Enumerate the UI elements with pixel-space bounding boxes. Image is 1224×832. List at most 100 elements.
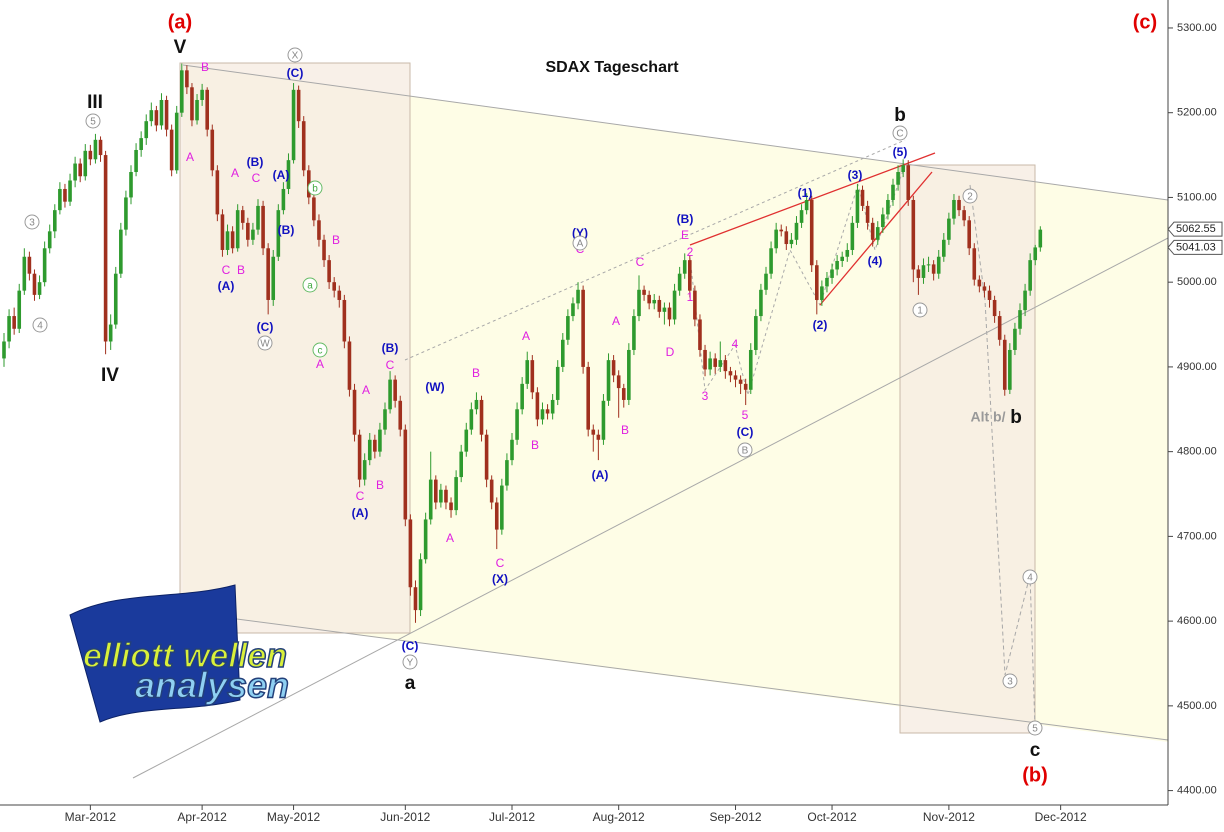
candle-body xyxy=(1028,260,1032,291)
wave-label: C xyxy=(356,489,365,503)
candle-body xyxy=(322,239,326,261)
wave-path xyxy=(689,164,906,397)
wave-label: C xyxy=(496,556,505,570)
candle-body xyxy=(611,360,616,376)
wave-circle xyxy=(1002,673,1018,689)
wave-label: E xyxy=(681,228,689,242)
candle-body xyxy=(220,214,225,250)
candle-body xyxy=(205,89,209,130)
x-tick-label: Sep-2012 xyxy=(709,810,761,824)
wave-label: Alt b/ xyxy=(971,409,1006,425)
y-tick-label: 5100.00 xyxy=(1177,191,1217,203)
wave-label: B xyxy=(376,478,384,492)
candle-body xyxy=(820,286,824,300)
candle-body xyxy=(606,360,611,401)
candle-body xyxy=(17,290,22,329)
candle-body xyxy=(210,129,215,171)
candle-body xyxy=(235,210,240,249)
candle-body xyxy=(515,409,519,440)
candle-body xyxy=(7,316,11,342)
candle-body xyxy=(434,479,438,503)
x-tick-label: Jun-2012 xyxy=(380,810,430,824)
candle-body xyxy=(449,502,453,511)
candle-body xyxy=(337,290,342,300)
wave-label: C xyxy=(386,358,395,372)
wave-label: W xyxy=(260,339,270,350)
candle-body xyxy=(73,163,77,181)
candle-body xyxy=(78,163,82,177)
wave-label: (X) xyxy=(492,572,508,586)
candle-body xyxy=(520,383,524,410)
candle-body xyxy=(388,379,392,410)
candle-body xyxy=(83,150,88,177)
candle-body xyxy=(261,205,265,249)
candle-body xyxy=(240,210,245,223)
wave-label: V xyxy=(174,37,187,58)
candle-body xyxy=(98,139,103,156)
wave-circle xyxy=(572,235,588,251)
candle-body xyxy=(367,439,372,461)
candle-body xyxy=(642,289,646,295)
candle-body xyxy=(652,299,657,304)
wave-label: (1) xyxy=(798,186,813,200)
dashed-line xyxy=(404,139,906,361)
candle-body xyxy=(230,231,235,249)
candle-body xyxy=(378,429,382,452)
candle-body xyxy=(769,248,773,274)
wave-label: (B) xyxy=(278,223,295,237)
x-tick-label: Apr-2012 xyxy=(177,810,227,824)
candle-body xyxy=(271,256,276,300)
candle-body xyxy=(474,399,479,410)
candle-body xyxy=(525,360,530,384)
candle-body xyxy=(845,249,850,257)
candle-body xyxy=(291,89,296,161)
candle-body xyxy=(830,269,834,278)
candle-body xyxy=(987,290,992,300)
wave-label: 4 xyxy=(1027,573,1033,584)
x-tick-label: Mar-2012 xyxy=(65,810,117,824)
candle-body xyxy=(835,260,839,270)
shaded-box xyxy=(899,164,1036,734)
candle-body xyxy=(977,279,982,287)
x-tick-label: May-2012 xyxy=(267,810,321,824)
wave-label: (b) xyxy=(1022,764,1048,786)
candle-body xyxy=(403,429,408,520)
candle-body xyxy=(586,366,590,430)
candle-body xyxy=(637,289,641,317)
wave-label: 1 xyxy=(917,306,923,317)
candle-body xyxy=(88,150,93,160)
y-tick-label: 4700.00 xyxy=(1177,530,1217,542)
candle-body xyxy=(418,559,423,611)
wave-label: (A) xyxy=(352,506,369,520)
candle-body xyxy=(957,199,961,211)
candle-body xyxy=(794,222,799,240)
candle-body xyxy=(815,265,819,300)
candle-body xyxy=(774,229,778,249)
candle-body xyxy=(779,229,784,232)
candle-body xyxy=(139,138,143,150)
candle-body xyxy=(108,324,113,342)
wave-label: (A) xyxy=(592,468,609,482)
candle-body xyxy=(860,189,865,206)
wave-label: b xyxy=(312,184,318,195)
y-tick-label: 4900.00 xyxy=(1177,361,1217,373)
wave-label: A xyxy=(316,357,324,371)
wave-circle xyxy=(737,442,753,458)
candle-body xyxy=(276,210,281,257)
wave-label: (5) xyxy=(893,145,908,159)
wave-label: (c) xyxy=(1133,11,1157,33)
wave-label: a xyxy=(307,281,313,292)
wave-circle xyxy=(302,277,318,293)
candle-body xyxy=(296,89,301,122)
candle-body xyxy=(510,439,514,461)
candle-body xyxy=(1033,247,1038,261)
candle-body xyxy=(738,379,743,384)
candle-body xyxy=(164,99,169,130)
x-tick-label: Oct-2012 xyxy=(807,810,857,824)
candle-body xyxy=(134,149,138,173)
candle-body xyxy=(657,299,662,312)
x-tick-label: Jul-2012 xyxy=(489,810,535,824)
wave-label: 4 xyxy=(37,321,43,332)
